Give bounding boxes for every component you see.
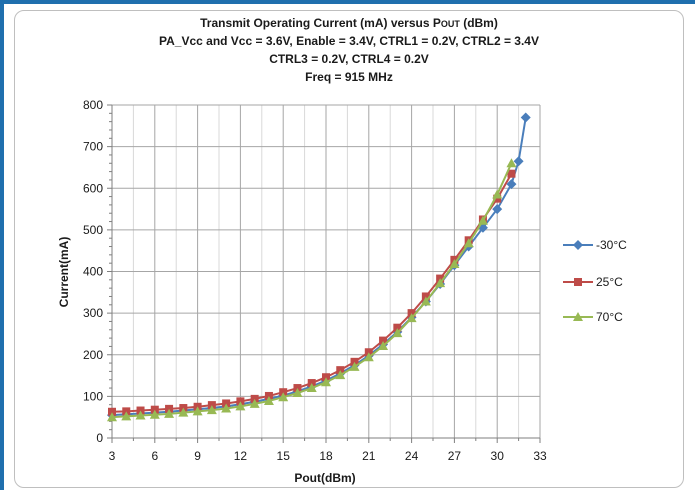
data-point xyxy=(363,352,374,362)
data-point xyxy=(420,296,431,306)
legend: -30°C 25°C 70°C xyxy=(563,238,627,324)
data-point xyxy=(493,194,502,203)
data-point xyxy=(135,410,146,420)
data-point xyxy=(178,407,189,417)
y-tick-label: 300 xyxy=(83,306,103,320)
x-tick-label: 12 xyxy=(234,449,248,463)
data-point xyxy=(506,158,517,168)
legend-marker xyxy=(573,312,583,321)
data-point xyxy=(513,156,524,167)
y-tick-label: 500 xyxy=(83,223,103,237)
y-tick-label: 400 xyxy=(83,265,103,279)
data-point xyxy=(249,398,260,408)
x-tick-label: 27 xyxy=(448,449,462,463)
title-line1-pre: Transmit Operating Current (mA) versus P xyxy=(200,16,441,30)
data-point xyxy=(235,401,246,411)
y-tick-label: 700 xyxy=(83,140,103,154)
x-tick-label: 33 xyxy=(533,449,547,463)
data-point xyxy=(449,259,460,269)
data-point xyxy=(406,313,417,323)
series-2 xyxy=(107,158,517,422)
series-layer xyxy=(107,112,531,422)
data-point xyxy=(520,112,531,123)
data-point xyxy=(506,179,517,190)
y-tick-label: 100 xyxy=(83,389,103,403)
x-axis-title: Pout(dBm) xyxy=(294,471,355,485)
data-point xyxy=(164,408,175,418)
series-line xyxy=(111,117,527,417)
x-tick-label: 3 xyxy=(109,449,116,463)
data-point xyxy=(306,383,317,393)
data-point xyxy=(192,406,203,416)
data-point xyxy=(107,412,117,422)
data-point xyxy=(477,215,488,225)
data-point xyxy=(278,392,289,402)
legend-marker xyxy=(573,240,583,250)
data-point xyxy=(263,395,274,405)
legend-label: -30°C xyxy=(596,238,627,252)
grid xyxy=(112,104,541,438)
series-line xyxy=(111,173,513,413)
data-point xyxy=(149,409,160,419)
x-tick-label: 15 xyxy=(277,449,291,463)
chart-title-line1: Transmit Operating Current (mA) versus P… xyxy=(14,16,684,30)
x-tick-label: 18 xyxy=(319,449,333,463)
chart-title-line2: PA_Vcc and Vcc = 3.6V, Enable = 3.4V, CT… xyxy=(159,34,539,48)
legend-item-0: -30°C xyxy=(563,238,627,252)
data-point xyxy=(392,328,403,338)
chart-title-line4: Freq = 915 MHz xyxy=(305,70,393,84)
data-point xyxy=(206,405,217,415)
data-point xyxy=(393,323,402,332)
x-tick-label: 6 xyxy=(151,449,158,463)
data-point xyxy=(507,169,516,178)
y-tick-label: 0 xyxy=(96,431,103,445)
data-point xyxy=(378,341,389,351)
data-point xyxy=(121,411,132,421)
data-point xyxy=(321,377,331,387)
y-tick-label: 800 xyxy=(83,98,103,112)
data-point xyxy=(463,238,474,248)
x-tick-label: 30 xyxy=(491,449,505,463)
axes xyxy=(107,104,541,443)
tick-labels: 3 6 9 12 15 18 21 24 27 30 33 0 100 200 300 400 500 600 70… xyxy=(83,98,547,463)
series-0 xyxy=(107,112,531,421)
y-tick-label: 600 xyxy=(83,181,103,195)
data-point xyxy=(349,361,360,371)
data-point xyxy=(492,204,503,215)
legend-marker xyxy=(574,278,582,286)
data-point xyxy=(492,189,503,199)
x-tick-label: 21 xyxy=(362,449,376,463)
legend-label: 70°C xyxy=(596,310,623,324)
data-point xyxy=(335,370,346,380)
legend-item-2: 70°C xyxy=(563,310,623,324)
x-tick-label: 9 xyxy=(194,449,201,463)
title-line1-sub: OUT xyxy=(440,19,460,29)
data-point xyxy=(435,278,446,288)
y-axis-title: Current(mA) xyxy=(57,237,71,308)
legend-item-1: 25°C xyxy=(563,275,623,289)
x-tick-label: 24 xyxy=(405,449,419,463)
title-line1-post: (dBm) xyxy=(459,16,498,30)
data-point xyxy=(292,388,303,398)
chart-title-line3: CTRL3 = 0.2V, CTRL4 = 0.2V xyxy=(269,52,429,66)
data-point xyxy=(221,403,232,413)
y-tick-label: 200 xyxy=(83,348,103,362)
data-point xyxy=(379,336,388,345)
data-point xyxy=(108,407,116,416)
legend-label: 25°C xyxy=(596,275,623,289)
